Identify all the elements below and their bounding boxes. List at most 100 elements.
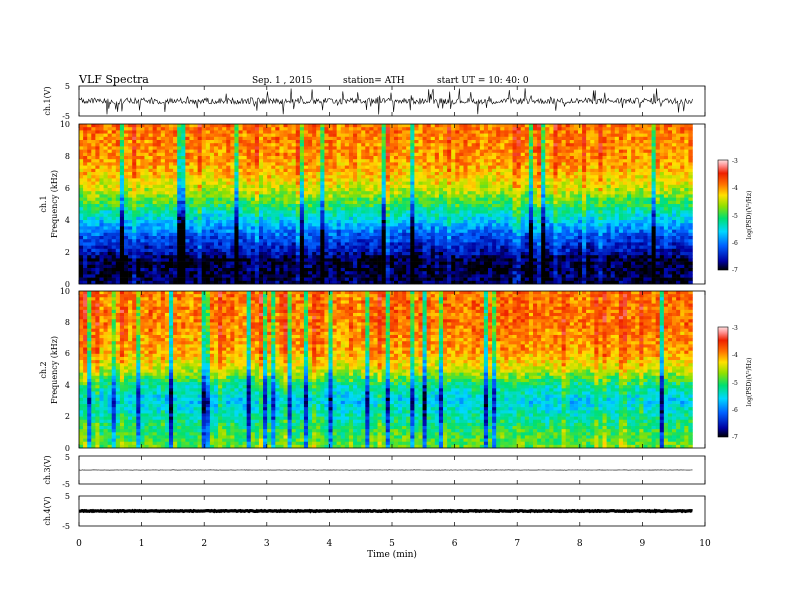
- ch1-spectrogram-cell: [676, 140, 681, 144]
- ch1-spectrogram-cell: [541, 143, 546, 147]
- ch1-spectrogram-cell: [393, 146, 399, 150]
- ch1-spectrogram-cell: [667, 184, 673, 189]
- ch1-spectrogram-cell: [483, 140, 489, 144]
- ch1-spectrogram-cell: [627, 220, 632, 224]
- ch1-spectrogram-cell: [500, 130, 505, 134]
- ch1-spectrogram-cell: [308, 200, 313, 205]
- ch1-spectrogram-cell: [447, 210, 452, 214]
- ch1-spectrogram-cell: [377, 156, 382, 160]
- ch1-spectrogram-cell: [451, 200, 456, 205]
- ch1-spectrogram-cell: [185, 210, 190, 214]
- ch1-spectrogram-cell: [676, 159, 681, 163]
- ch1-spectrogram-cell: [393, 213, 399, 218]
- ch1-spectrogram-cell: [361, 191, 366, 195]
- ch1-spectrogram-cell: [594, 143, 599, 147]
- ch1-spectrogram-cell: [316, 191, 321, 195]
- ch1-spectrogram-cell: [684, 210, 689, 214]
- ch1-spectrogram-cell: [557, 124, 562, 128]
- ch1-spectrogram-cell: [205, 143, 211, 147]
- ch1-spectrogram-cell: [111, 156, 117, 160]
- ch1-spectrogram-cell: [218, 172, 223, 176]
- ch1-spectrogram-cell: [205, 226, 211, 230]
- ch1-spectrogram-cell: [373, 143, 378, 147]
- ch1-spectrogram-cell: [573, 200, 579, 205]
- ch1-spectrogram-cell: [655, 127, 661, 131]
- ch1-spectrogram-cell: [643, 136, 648, 141]
- ch1-spectrogram-cell: [271, 175, 276, 179]
- ch1-spectrogram-cell: [193, 229, 198, 234]
- ch1-spectrogram-cell: [209, 229, 215, 234]
- ch1-spectrogram-cell: [655, 156, 661, 160]
- ch1-spectrogram-cell: [565, 226, 571, 230]
- ch1-spectrogram-cell: [111, 210, 117, 214]
- ch1-spectrogram-cell: [177, 223, 182, 227]
- ch1-spectrogram-cell: [389, 223, 395, 227]
- ch1-spectrogram-cell: [222, 197, 227, 202]
- ch1-spectrogram-cell: [312, 124, 317, 128]
- ch1-spectrogram-cell: [635, 165, 640, 170]
- ch1-spectrogram-cell: [83, 191, 88, 195]
- ch1-spectrogram-cell: [271, 191, 276, 195]
- ch1-spectrogram-cell: [618, 130, 624, 134]
- ch1-spectrogram-cell: [512, 156, 517, 160]
- ch1-spectrogram-cell: [128, 130, 133, 134]
- ch1-spectrogram-cell: [246, 207, 252, 211]
- ch1-spectrogram-cell: [242, 140, 247, 144]
- ch1-spectrogram-cell: [222, 140, 227, 144]
- ch1-spectrogram-cell: [545, 223, 550, 227]
- ch1-spectrogram-cell: [455, 216, 460, 221]
- ch1-spectrogram-cell: [357, 175, 362, 179]
- ch1-spectrogram-cell: [602, 213, 607, 218]
- ch1-spectrogram-cell: [438, 213, 444, 218]
- ch1-spectrogram-cell: [324, 156, 329, 160]
- ch1-spectrogram-cell: [565, 191, 571, 195]
- ch1-spectrogram-cell: [222, 165, 227, 170]
- ch1-spectrogram-cell: [451, 207, 456, 211]
- ch1-spectrogram-cell: [123, 127, 129, 131]
- ch1-spectrogram-cell: [275, 133, 280, 138]
- ch1-spectrogram-cell: [168, 220, 174, 224]
- ch1-spectrogram-cell: [430, 207, 436, 211]
- ch1-spectrogram-cell: [553, 162, 558, 166]
- ch1-spectrogram-cell: [406, 168, 411, 173]
- ch1-spectrogram-cell: [193, 130, 198, 134]
- ch1-spectrogram-cell: [422, 127, 427, 131]
- ch1-spectrogram-cell: [492, 156, 497, 160]
- ch1-spectrogram-cell: [414, 152, 419, 157]
- ch1-spectrogram-cell: [557, 175, 562, 179]
- ch1-spectrogram-cell: [541, 133, 546, 138]
- ch1-spectrogram-cell: [426, 213, 432, 218]
- ch1-spectrogram-cell: [537, 130, 542, 134]
- ch1-spectrogram-cell: [524, 152, 530, 157]
- ch1-spectrogram-cell: [451, 136, 456, 141]
- ch1-spectrogram-cell: [520, 140, 526, 144]
- ch1-spectrogram-cell: [213, 159, 219, 163]
- ch1-spectrogram-cell: [168, 200, 174, 205]
- ch1-spectrogram-cell: [107, 140, 113, 144]
- ch1-spectrogram-cell: [324, 216, 329, 221]
- ch1-spectrogram-cell: [520, 124, 526, 128]
- ch1-spectrogram-cell: [667, 204, 673, 208]
- ch1-spectrogram-cell: [123, 136, 129, 141]
- ch1-spectrogram-cell: [438, 210, 444, 214]
- ch1-spectrogram-cell: [79, 184, 84, 189]
- ch1-spectrogram-cell: [136, 146, 141, 150]
- ch1-spectrogram-cell: [328, 162, 333, 166]
- ch1-spectrogram-cell: [684, 194, 689, 198]
- ch1-spectrogram-cell: [528, 178, 534, 182]
- ch1-spectrogram-cell: [426, 149, 432, 154]
- ch1-spectrogram-cell: [115, 175, 121, 179]
- ch1-spectrogram-cell: [393, 168, 399, 173]
- ch1-spectrogram-cell: [471, 194, 477, 198]
- ch1-spectrogram-cell: [659, 197, 665, 202]
- ch1-spectrogram-cell: [136, 168, 141, 173]
- ch1-spectrogram-cell: [635, 194, 640, 198]
- ch1-spectrogram-cell: [332, 172, 337, 176]
- ch1-spectrogram-cell: [598, 213, 603, 218]
- ch1-spectrogram-cell: [152, 133, 158, 138]
- ch1-spectrogram-cell: [279, 130, 284, 134]
- ch1-spectrogram-cell: [79, 143, 84, 147]
- ch1-spectrogram-cell: [287, 220, 292, 224]
- ch1-spectrogram-cell: [99, 175, 104, 179]
- ch1-spectrogram-cell: [398, 175, 403, 179]
